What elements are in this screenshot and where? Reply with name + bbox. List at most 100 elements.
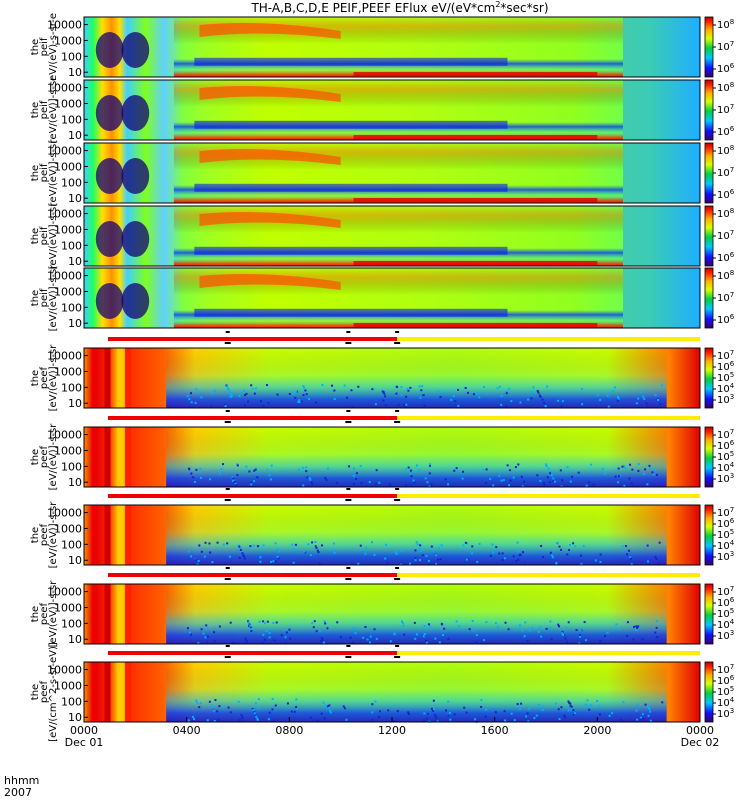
colorbar-tick-label: 107 — [717, 349, 734, 362]
spectrogram-low-energy-streak — [194, 57, 508, 66]
y-tick-label: 1000 — [54, 679, 82, 692]
panel-frame — [83, 347, 701, 409]
spectrogram-floor — [353, 72, 598, 76]
ylab-probe: peef — [39, 680, 50, 703]
colorbar: 108 107 106 — [704, 142, 735, 204]
y-axis: 10000 1000 100 10 — [47, 82, 88, 142]
spectrogram-edge — [623, 80, 700, 140]
ylab-units: [eV/(eV)]-s-sr — [48, 501, 59, 569]
y-axis: 10000 1000 100 10 — [47, 350, 88, 410]
spectrogram-hot-band — [199, 149, 341, 165]
spectrogram-dark-pocket-1 — [95, 32, 124, 68]
status-marker-3 — [395, 567, 400, 569]
y-tick-label: 10 — [68, 317, 82, 330]
date-end-label: Dec 02 — [681, 736, 720, 749]
colorbar-tick-label: 103 — [717, 472, 734, 485]
spectrogram-stripe-4 — [125, 505, 132, 565]
spectrogram-stripe-3 — [117, 427, 124, 487]
spectrogram — [84, 143, 700, 203]
colorbar-tick-label: 106 — [717, 62, 735, 75]
status-marker-base-2 — [345, 499, 352, 501]
status-bar-inactive — [397, 337, 700, 341]
spectrogram-dark-pocket-2 — [121, 95, 150, 131]
status-marker-1 — [225, 645, 230, 647]
y-tick-label: 1000 — [54, 365, 82, 378]
status-marker-2 — [346, 488, 351, 490]
colorbar-tick-label: 108 — [717, 144, 734, 157]
status-marker-1 — [225, 488, 230, 490]
panel-frame — [83, 267, 701, 329]
spectrogram-dark-pocket-1 — [95, 221, 124, 257]
status-marker-base-2 — [345, 578, 352, 580]
y-axis: 10000 1000 100 10 — [47, 208, 88, 268]
colorbar: 108 107 106 — [704, 79, 735, 141]
status-bar-inactive — [397, 573, 700, 577]
status-bar-inactive — [397, 416, 700, 420]
ylab-the: the — [30, 449, 41, 465]
ylab-the: the — [30, 39, 41, 55]
colorbar-tick-label: 105 — [717, 450, 734, 463]
spectrogram-stripe-1 — [91, 427, 98, 487]
status-marker-base-1 — [224, 578, 231, 580]
spectrogram-low-energy-region — [166, 662, 667, 722]
spectrogram-stripe-2 — [104, 505, 111, 565]
spectrogram-stripe-3 — [117, 505, 124, 565]
status-bar — [108, 410, 700, 423]
y-tick-label: 10 — [68, 255, 82, 268]
ylab-units: [eV/(eV)]-s-sr — [48, 580, 59, 648]
status-bar-active — [108, 494, 398, 498]
panel-frame — [83, 504, 701, 566]
y-tick-label: 10 — [68, 129, 82, 142]
spectrogram — [84, 80, 700, 140]
colorbar: 108 107 106 — [704, 16, 735, 78]
y-tick-label: 1000 — [54, 444, 82, 457]
spectrogram-edge — [623, 206, 700, 266]
spectrogram — [84, 662, 700, 723]
spectrogram-floor — [353, 135, 598, 139]
ylab-units: [eV/(eV)]-s-sr — [48, 423, 59, 491]
y-tick-label: 10000 — [47, 19, 82, 32]
spectrogram-stripe-2 — [104, 584, 111, 644]
date-start-label: Dec 01 — [65, 736, 104, 749]
y-tick-label: 10000 — [47, 429, 82, 442]
spectrogram-dark-pocket-1 — [95, 158, 124, 194]
colorbar: 108 107 106 — [704, 267, 735, 329]
status-marker-1 — [225, 567, 230, 569]
colorbar-tick-label: 107 — [717, 229, 734, 242]
spectrogram-edge — [623, 143, 700, 203]
y-tick-label: 10 — [68, 476, 82, 489]
spectrogram-dark-pocket-2 — [121, 221, 150, 257]
x-tick-label: 0000 — [70, 724, 98, 737]
spectrogram-stripe-4 — [125, 348, 132, 408]
ylab-units: [eV/(eV)]-s-sr — [48, 139, 59, 207]
spectrogram — [84, 206, 700, 266]
ylab-the: the — [30, 606, 41, 622]
ylab-probe: peif — [39, 100, 50, 119]
status-marker-2 — [346, 567, 351, 569]
colorbar-tick-label: 105 — [717, 528, 734, 541]
y-tick-label: 10000 — [47, 507, 82, 520]
colorbar-tick-label: 103 — [717, 550, 734, 563]
colorbar-tick-label: 106 — [717, 517, 735, 530]
spectrogram-stripe-4 — [125, 662, 132, 722]
spectrogram-speckle — [186, 384, 663, 409]
status-marker-3 — [395, 645, 400, 647]
status-marker-1 — [225, 331, 230, 333]
status-marker-base-1 — [224, 656, 231, 658]
ylab-units: [eV/(cm^2-s-sr-eV)] — [48, 642, 59, 742]
y-tick-label: 10000 — [47, 586, 82, 599]
spectrogram-dark-pocket-2 — [121, 283, 150, 319]
y-axis: 10000 1000 100 10 — [47, 586, 88, 646]
spectrogram — [84, 427, 700, 488]
y-axis: 10000 1000 100 10 — [47, 145, 88, 205]
status-marker-base-3 — [394, 499, 401, 501]
ylab-the: the — [30, 684, 41, 700]
spectrogram-low-energy-streak — [194, 308, 508, 317]
